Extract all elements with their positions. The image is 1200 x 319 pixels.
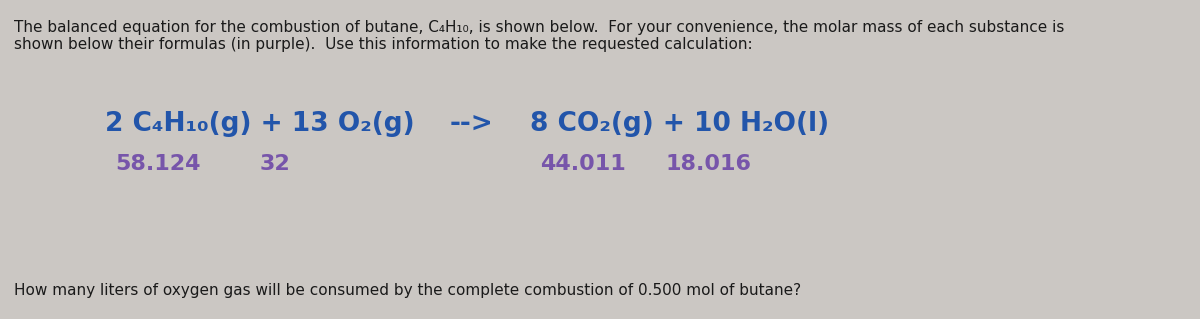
Text: shown below their formulas (in purple).  Use this information to make the reques: shown below their formulas (in purple). … (14, 37, 752, 52)
Text: The balanced equation for the combustion of butane, C₄H₁₀, is shown below.  For : The balanced equation for the combustion… (14, 20, 1064, 35)
Text: 44.011: 44.011 (540, 154, 625, 174)
Text: 8 CO₂(g) + 10 H₂O(l): 8 CO₂(g) + 10 H₂O(l) (530, 111, 829, 137)
Text: 2 C₄H₁₀(g) + 13 O₂(g): 2 C₄H₁₀(g) + 13 O₂(g) (106, 111, 415, 137)
Text: 18.016: 18.016 (665, 154, 751, 174)
Text: 32: 32 (260, 154, 290, 174)
Text: 58.124: 58.124 (115, 154, 200, 174)
Text: -->: --> (450, 111, 493, 137)
Text: How many liters of oxygen gas will be consumed by the complete combustion of 0.5: How many liters of oxygen gas will be co… (14, 284, 802, 299)
